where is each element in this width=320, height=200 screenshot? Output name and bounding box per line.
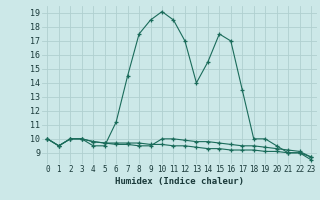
X-axis label: Humidex (Indice chaleur): Humidex (Indice chaleur) bbox=[115, 177, 244, 186]
